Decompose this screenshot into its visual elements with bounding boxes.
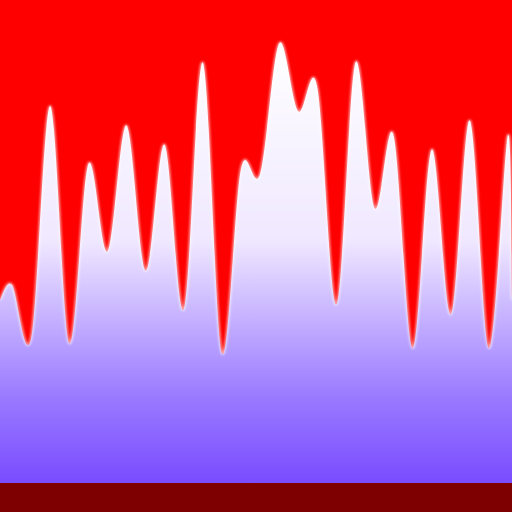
floor-bar <box>0 483 512 512</box>
waveform-area <box>0 42 512 484</box>
waveform-edge <box>0 41 512 355</box>
